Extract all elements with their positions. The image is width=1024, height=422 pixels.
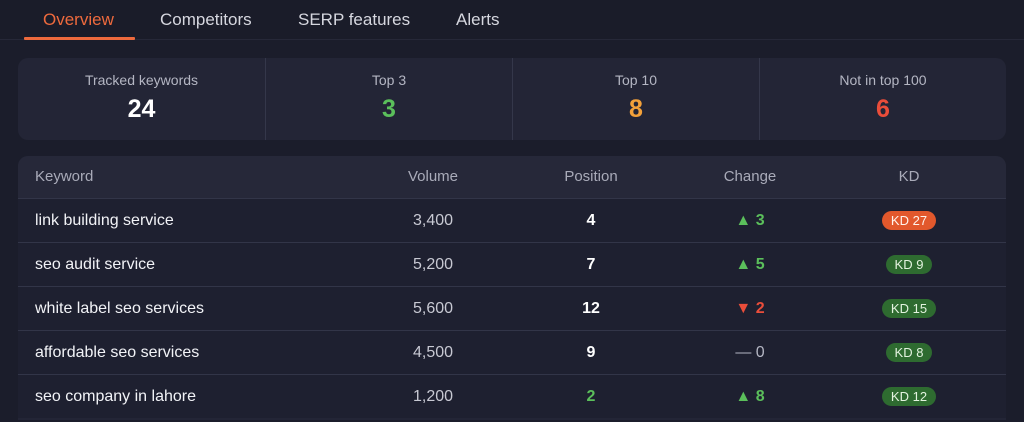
- table-row[interactable]: affordable seo services 4,500 9 — 0 KD 8: [18, 330, 1006, 374]
- position-cell: 9: [586, 344, 596, 361]
- change-cell: — 0: [735, 344, 765, 361]
- table-row[interactable]: link building service 3,400 4 ▲ 3 KD 27: [18, 198, 1006, 242]
- position-cell: 2: [586, 388, 596, 405]
- tab-competitors[interactable]: Competitors: [160, 10, 252, 29]
- tab-alerts[interactable]: Alerts: [456, 10, 500, 29]
- active-tab-indicator: [24, 37, 135, 40]
- kd-cell: KD 27: [859, 199, 959, 242]
- keyword-table: Keyword Volume Position Change KD link b…: [18, 156, 1006, 420]
- stats-summary: Tracked keywords 24 Top 3 3 Top 10 8 Not…: [18, 58, 1006, 140]
- kd-cell: KD 12: [859, 375, 959, 418]
- position-cell: 12: [582, 300, 600, 317]
- column-header-position[interactable]: Position: [564, 168, 618, 185]
- kd-badge: KD 15: [881, 299, 937, 318]
- kd-cell: KD 8: [859, 331, 959, 374]
- stat-top-3: Top 3 3: [265, 58, 512, 140]
- volume-cell: 4,500: [412, 344, 454, 361]
- volume-cell: 3,400: [412, 212, 454, 229]
- stat-label: Top 10: [614, 72, 658, 88]
- change-cell: ▼ 2: [735, 300, 765, 317]
- table-header: Keyword Volume Position Change KD: [18, 156, 1006, 198]
- table-row[interactable]: seo audit service 5,200 7 ▲ 5 KD 9: [18, 242, 1006, 286]
- kd-cell: KD 15: [859, 287, 959, 330]
- stat-label: Top 3: [371, 72, 407, 88]
- stat-value: 8: [629, 95, 643, 123]
- position-cell: 7: [586, 256, 596, 273]
- kd-badge: KD 8: [885, 343, 933, 362]
- table-row[interactable]: white label seo services 5,600 12 ▼ 2 KD…: [18, 286, 1006, 330]
- stat-label: Not in top 100: [839, 72, 927, 88]
- column-header-volume[interactable]: Volume: [407, 168, 459, 185]
- volume-cell: 5,200: [412, 256, 454, 273]
- volume-cell: 1,200: [412, 388, 454, 405]
- volume-cell: 5,600: [412, 300, 454, 317]
- tab-bar: Overview Competitors SERP features Alert…: [0, 0, 1024, 40]
- tab-overview[interactable]: Overview: [43, 10, 114, 29]
- stat-tracked-keywords: Tracked keywords 24: [18, 58, 265, 140]
- position-cell: 4: [586, 212, 596, 229]
- kd-badge: KD 9: [885, 255, 933, 274]
- column-header-kd[interactable]: KD: [898, 168, 920, 185]
- column-header-keyword[interactable]: Keyword: [35, 168, 94, 185]
- stat-value: 6: [876, 95, 890, 123]
- keyword-cell: affordable seo services: [35, 344, 200, 361]
- kd-cell: KD 9: [859, 243, 959, 286]
- kd-badge: KD 12: [881, 387, 937, 406]
- change-cell: ▲ 5: [735, 256, 765, 273]
- stat-value: 3: [382, 95, 396, 123]
- kd-badge: KD 27: [881, 211, 937, 230]
- keyword-cell: seo company in lahore: [35, 388, 196, 405]
- tab-serp-features[interactable]: SERP features: [298, 10, 411, 29]
- keyword-cell: link building service: [35, 212, 174, 229]
- stat-top-10: Top 10 8: [512, 58, 759, 140]
- change-cell: ▲ 3: [735, 212, 765, 229]
- table-row[interactable]: seo company in lahore 1,200 2 ▲ 8 KD 12: [18, 374, 1006, 418]
- column-header-change[interactable]: Change: [723, 168, 777, 185]
- keyword-cell: white label seo services: [35, 300, 204, 317]
- change-cell: ▲ 8: [735, 388, 765, 405]
- keyword-cell: seo audit service: [35, 256, 156, 273]
- stat-label: Tracked keywords: [84, 72, 199, 88]
- stat-value: 24: [127, 95, 156, 123]
- stat-not-in-top-100: Not in top 100 6: [759, 58, 1006, 140]
